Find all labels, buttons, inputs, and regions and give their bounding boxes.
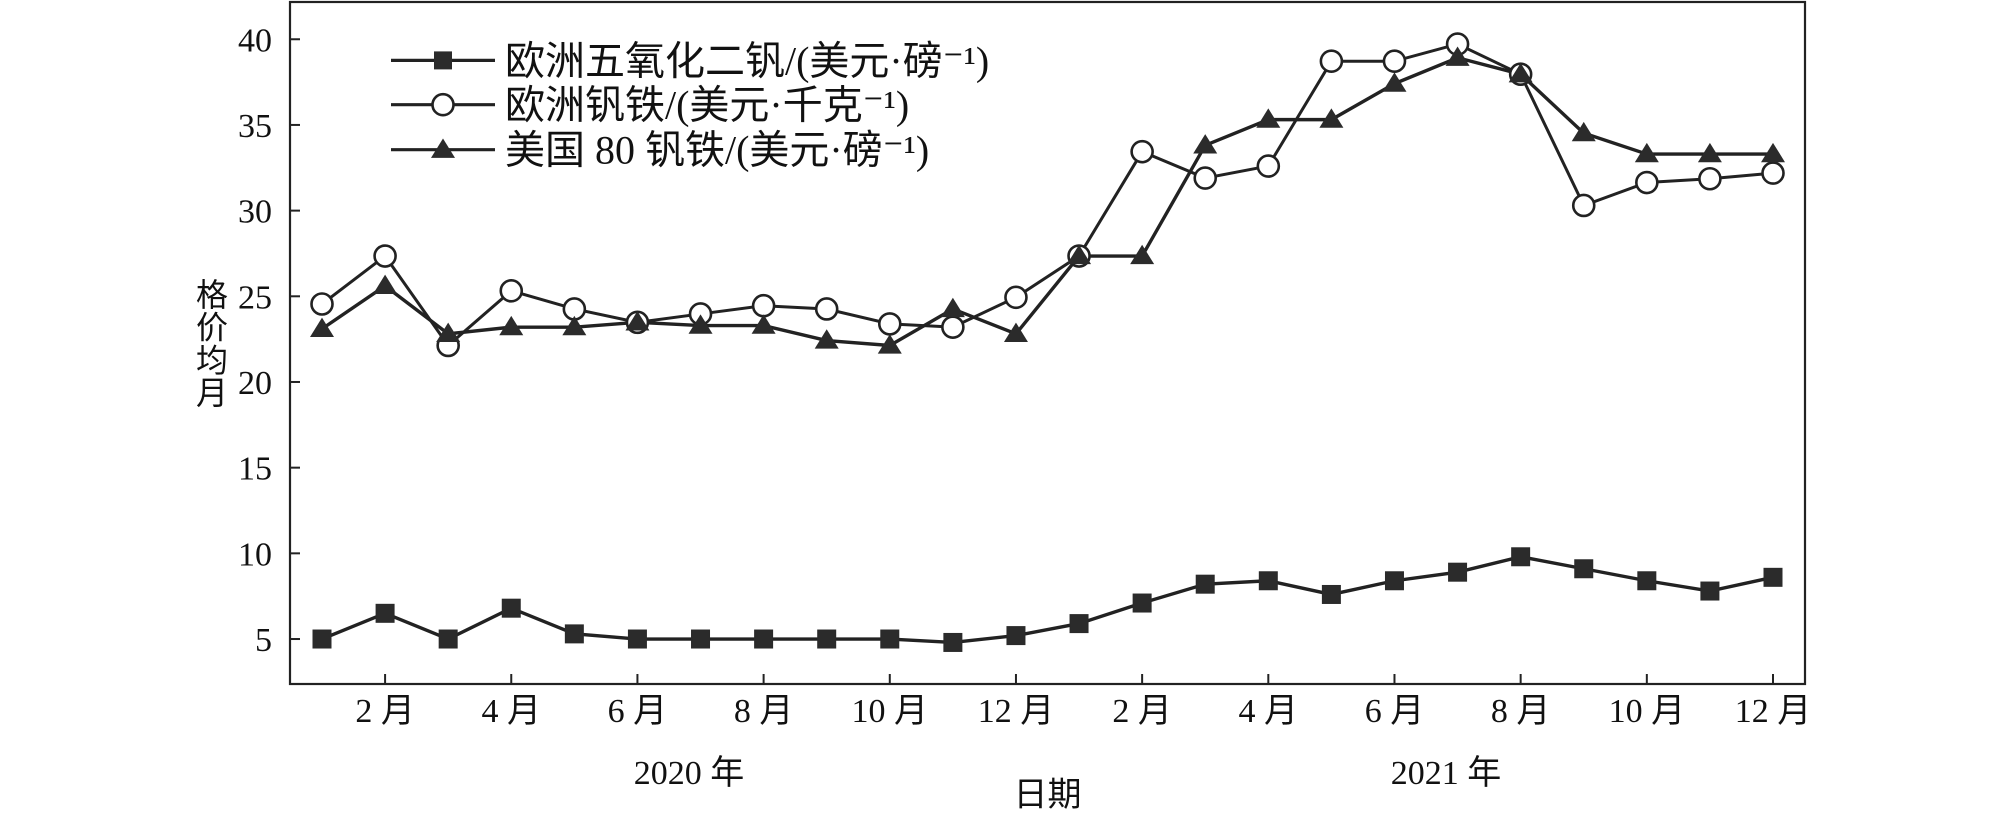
svg-text:2 月: 2 月 — [355, 693, 415, 730]
svg-text:10 月: 10 月 — [852, 693, 929, 730]
svg-text:4 月: 4 月 — [1239, 693, 1299, 730]
svg-text:价: 价 — [196, 310, 228, 346]
svg-text:格: 格 — [196, 277, 228, 313]
svg-text:2 月: 2 月 — [1112, 693, 1172, 730]
svg-text:日期: 日期 — [1014, 777, 1082, 814]
svg-text:8 月: 8 月 — [734, 693, 794, 730]
svg-text:6 月: 6 月 — [1365, 693, 1425, 730]
svg-text:2021 年: 2021 年 — [1391, 754, 1502, 792]
svg-text:35: 35 — [238, 108, 272, 145]
svg-text:12 月: 12 月 — [1735, 693, 1812, 730]
svg-text:40: 40 — [238, 22, 272, 59]
svg-text:30: 30 — [238, 194, 272, 231]
svg-text:6 月: 6 月 — [608, 693, 668, 730]
svg-text:美国 80 钒铁/(美元·磅⁻¹): 美国 80 钒铁/(美元·磅⁻¹) — [505, 128, 929, 173]
svg-text:2020 年: 2020 年 — [634, 754, 745, 792]
svg-text:10 月: 10 月 — [1609, 693, 1686, 730]
svg-text:8 月: 8 月 — [1491, 693, 1551, 730]
svg-text:25: 25 — [238, 279, 272, 316]
svg-text:欧洲五氧化二钒/(美元·磅⁻¹): 欧洲五氧化二钒/(美元·磅⁻¹) — [505, 38, 989, 83]
svg-text:欧洲钒铁/(美元·千克⁻¹): 欧洲钒铁/(美元·千克⁻¹) — [505, 83, 909, 128]
svg-text:12 月: 12 月 — [978, 693, 1055, 730]
svg-text:月: 月 — [196, 375, 228, 411]
svg-text:5: 5 — [255, 622, 272, 659]
svg-text:15: 15 — [238, 451, 272, 488]
svg-text:20: 20 — [238, 365, 272, 402]
svg-text:4 月: 4 月 — [482, 693, 542, 730]
svg-text:10: 10 — [238, 536, 272, 573]
svg-text:均: 均 — [196, 342, 228, 378]
